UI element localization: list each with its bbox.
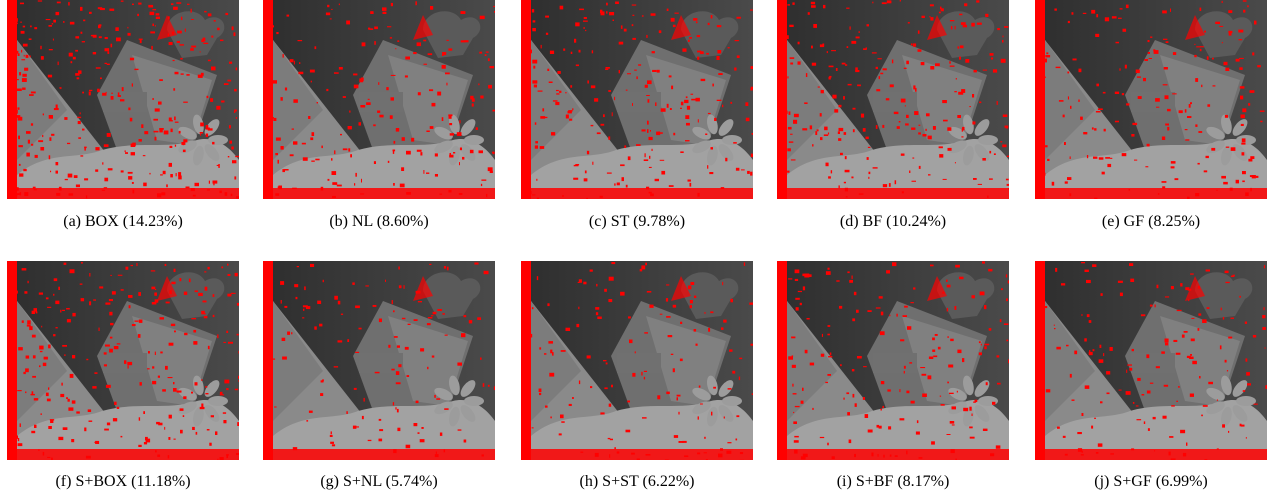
caption-label: (g) (320, 473, 339, 490)
disparity-map-svg (1035, 0, 1267, 199)
caption-method: S+ST (602, 473, 639, 490)
disparity-map-svg (521, 0, 753, 199)
caption-error-rate: (8.60%) (376, 213, 429, 230)
panel-caption: (b) NL (8.60%) (243, 212, 515, 232)
caption-label: (f) (55, 473, 72, 490)
disparity-error-map-image (1035, 261, 1267, 460)
caption-method: BF (862, 213, 883, 230)
disparity-error-map-image (1035, 0, 1267, 199)
caption-method: GF (1123, 213, 1145, 230)
figure-panel: (e) GF (8.25%) (1035, 0, 1267, 230)
disparity-map-svg (263, 261, 495, 460)
figure-panel: (j) S+GF (6.99%) (1035, 261, 1267, 490)
caption-method: ST (610, 213, 630, 230)
disparity-error-map-image (7, 261, 239, 460)
caption-label: (c) (588, 213, 607, 230)
disparity-map-svg (7, 261, 239, 460)
figure-panel: (b) NL (8.60%) (263, 0, 495, 230)
caption-error-rate: (6.22%) (642, 473, 695, 490)
caption-method: S+BOX (75, 473, 128, 490)
caption-error-rate: (5.74%) (385, 473, 438, 490)
caption-label: (a) (63, 213, 81, 230)
caption-label: (d) (839, 213, 859, 230)
disparity-map-svg (521, 261, 753, 460)
caption-label: (h) (579, 473, 599, 490)
disparity-map-svg (1035, 261, 1267, 460)
disparity-error-map-image (263, 261, 495, 460)
caption-method: S+BF (855, 473, 894, 490)
caption-error-rate: (8.17%) (897, 473, 950, 490)
figure-panel: (d) BF (10.24%) (777, 0, 1009, 230)
caption-error-rate: (8.25%) (1148, 213, 1201, 230)
disparity-error-map-image (521, 0, 753, 199)
disparity-map-svg (7, 0, 239, 199)
caption-method: NL (351, 213, 373, 230)
figure-panel: (g) S+NL (5.74%) (263, 261, 495, 490)
figure-panel: (a) BOX (14.23%) (7, 0, 239, 230)
disparity-map-svg (777, 261, 1009, 460)
panel-caption: (j) S+GF (6.99%) (1015, 472, 1275, 492)
caption-label: (j) (1094, 473, 1110, 490)
caption-error-rate: (11.18%) (131, 473, 191, 490)
caption-label: (i) (836, 473, 852, 490)
disparity-error-map-image (777, 0, 1009, 199)
panel-caption: (g) S+NL (5.74%) (243, 472, 515, 492)
disparity-error-map-image (777, 261, 1009, 460)
caption-error-rate: (6.99%) (1155, 473, 1208, 490)
panel-caption: (h) S+ST (6.22%) (501, 472, 773, 492)
caption-method: S+NL (343, 473, 382, 490)
disparity-map-svg (263, 0, 495, 199)
caption-label: (e) (1101, 213, 1120, 230)
disparity-error-map-image (521, 261, 753, 460)
panel-caption: (e) GF (8.25%) (1015, 212, 1275, 232)
figure-panel: (i) S+BF (8.17%) (777, 261, 1009, 490)
panel-caption: (a) BOX (14.23%) (0, 212, 259, 232)
panel-caption: (d) BF (10.24%) (757, 212, 1029, 232)
caption-error-rate: (9.78%) (633, 213, 686, 230)
disparity-map-svg (777, 0, 1009, 199)
caption-method: S+GF (1113, 473, 1152, 490)
panel-caption: (f) S+BOX (11.18%) (0, 472, 259, 492)
figure-panel: (h) S+ST (6.22%) (521, 261, 753, 490)
caption-label: (b) (329, 213, 348, 230)
caption-method: BOX (85, 213, 119, 230)
caption-error-rate: (14.23%) (122, 213, 183, 230)
disparity-error-map-image (7, 0, 239, 199)
panel-caption: (i) S+BF (8.17%) (757, 472, 1029, 492)
disparity-error-map-image (263, 0, 495, 199)
figure-panel: (f) S+BOX (11.18%) (7, 261, 239, 490)
figure-panel: (c) ST (9.78%) (521, 0, 753, 230)
caption-error-rate: (10.24%) (886, 213, 947, 230)
panel-caption: (c) ST (9.78%) (501, 212, 773, 232)
